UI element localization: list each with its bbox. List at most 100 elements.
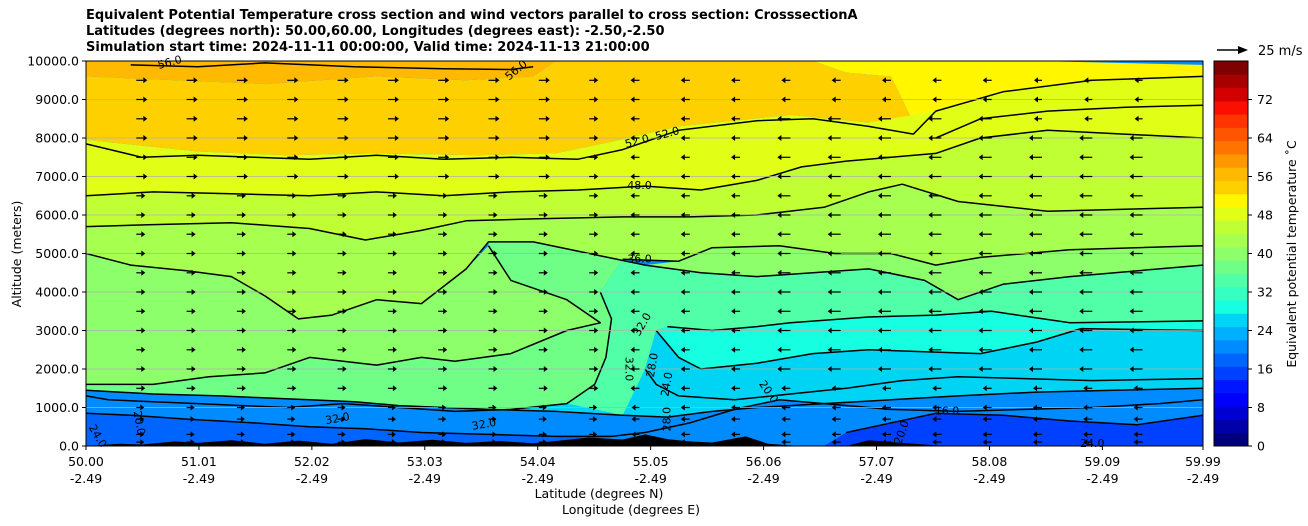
wind-vector-head bbox=[1129, 366, 1134, 372]
wind-vector-head bbox=[731, 173, 736, 180]
colorbar: 0 8 16 24 32 40 48 56 64 72 bbox=[1213, 60, 1273, 454]
wind-vector-head bbox=[543, 385, 548, 392]
wind-vector-head bbox=[1134, 96, 1139, 103]
wind-vector-head bbox=[394, 115, 399, 122]
wind-vector-head bbox=[594, 366, 599, 372]
title-line-1: Equivalent Potential Temperature cross s… bbox=[86, 8, 858, 23]
quiver-key-arrowhead bbox=[1238, 46, 1248, 54]
wind-vector-head bbox=[342, 192, 347, 199]
wind-vector-head bbox=[294, 96, 299, 103]
wind-vector-head bbox=[394, 77, 399, 84]
wind-vector-head bbox=[545, 77, 550, 84]
y-tick-label-5: 5000.0 bbox=[35, 246, 79, 261]
x-tick-label-lon-6: -2.49 bbox=[747, 471, 779, 486]
wind-vector-head bbox=[827, 135, 832, 141]
colorbar-segment-8 bbox=[1214, 326, 1248, 341]
wind-vector-head bbox=[240, 431, 245, 438]
wind-vector-head bbox=[630, 308, 635, 315]
contour-line-32 bbox=[667, 310, 1203, 332]
wind-vector-head bbox=[831, 385, 836, 392]
wind-vector-head bbox=[1029, 173, 1033, 180]
x-tick-label-lat-4: 54.04 bbox=[520, 454, 556, 469]
fill-region-7 bbox=[86, 245, 601, 385]
wind-vector-head bbox=[978, 269, 983, 276]
wind-vector-head bbox=[493, 231, 498, 238]
wind-vector-head bbox=[1129, 289, 1134, 295]
wind-vector-head bbox=[781, 96, 786, 103]
wind-vector-head bbox=[928, 192, 933, 199]
colorbar-segment-6 bbox=[1214, 353, 1248, 367]
wind-vector-head bbox=[193, 154, 198, 161]
wind-vector-head bbox=[831, 439, 836, 446]
contour-line-34 bbox=[86, 241, 1203, 320]
colorbar-tick-label-1: 8 bbox=[1257, 400, 1265, 415]
wind-vector-head bbox=[292, 289, 297, 295]
wind-vector-head bbox=[594, 154, 599, 161]
wind-vector-head bbox=[1033, 385, 1037, 392]
wind-vector-head bbox=[392, 366, 397, 372]
wind-vector-head bbox=[680, 192, 685, 199]
wind-vector-head bbox=[241, 289, 246, 295]
wind-vector-head bbox=[777, 327, 782, 334]
colorbar-segment-17 bbox=[1214, 207, 1248, 221]
x-tick-label-lat-1: 51.01 bbox=[181, 454, 217, 469]
wind-vector-head bbox=[878, 250, 882, 257]
wind-vector-head bbox=[442, 431, 447, 438]
x-tick-label-lon-4: -2.49 bbox=[522, 471, 554, 486]
wind-vector-head bbox=[294, 173, 299, 180]
wind-vector-head bbox=[777, 115, 782, 122]
wind-vector-head bbox=[593, 439, 598, 446]
wind-vector-head bbox=[1083, 404, 1088, 411]
wind-vector-head bbox=[594, 385, 599, 392]
wind-vector-head bbox=[594, 96, 599, 103]
wind-vector-head bbox=[831, 404, 836, 411]
colorbar-segment-1 bbox=[1214, 419, 1248, 434]
fill-region-15 bbox=[824, 413, 1203, 446]
wind-vector-head bbox=[291, 404, 296, 411]
wind-vector-head bbox=[928, 231, 933, 238]
wind-vector-head bbox=[143, 154, 148, 161]
colorbar-segment-26 bbox=[1214, 87, 1248, 102]
wind-vector-head bbox=[1034, 77, 1038, 84]
wind-vector-head bbox=[781, 404, 786, 411]
wind-vector-head bbox=[978, 212, 983, 218]
wind-vector-head bbox=[928, 289, 933, 295]
wind-vector-head bbox=[191, 212, 196, 218]
wind-vector-head bbox=[1029, 135, 1033, 141]
wind-vector-head bbox=[193, 173, 198, 180]
wind-vector-head bbox=[342, 231, 347, 238]
fill-region-3 bbox=[86, 76, 1203, 196]
wind-vector-head bbox=[978, 289, 983, 295]
wind-vector-head bbox=[1129, 327, 1134, 334]
wind-vector-head bbox=[827, 231, 832, 238]
wind-vector-head bbox=[394, 135, 399, 141]
wind-vector-head bbox=[545, 115, 550, 122]
contour-label-2: 52.0 bbox=[624, 132, 651, 151]
wind-vector-head bbox=[140, 404, 145, 411]
wind-vector-head bbox=[291, 431, 296, 438]
contour-label-4: 48.0 bbox=[627, 179, 652, 192]
contour-label-14: 32.0 bbox=[471, 416, 497, 433]
wind-vector-head bbox=[978, 154, 983, 161]
wind-vector-head bbox=[542, 439, 547, 446]
wind-vector-head bbox=[932, 96, 937, 103]
wind-vector-head bbox=[445, 173, 450, 180]
wind-vector-head bbox=[1083, 439, 1088, 446]
wind-vector-head bbox=[630, 231, 635, 238]
wind-vector-head bbox=[594, 173, 599, 180]
wind-vector-head bbox=[731, 431, 736, 438]
wind-vector-head bbox=[777, 212, 782, 218]
y-tick-label-6: 6000.0 bbox=[35, 208, 79, 223]
wind-vector-head bbox=[594, 346, 599, 353]
wind-vector-head bbox=[777, 269, 782, 276]
colorbar-segment-0 bbox=[1214, 432, 1248, 447]
wind-vector-head bbox=[594, 289, 599, 295]
wind-vector-head bbox=[680, 431, 685, 438]
wind-vector-head bbox=[777, 366, 782, 372]
wind-vector-head bbox=[141, 385, 146, 392]
wind-vector-head bbox=[680, 308, 685, 315]
wind-vector-head bbox=[492, 431, 497, 438]
wind-vector-head bbox=[445, 115, 450, 122]
wind-vector-head bbox=[631, 439, 636, 446]
wind-vector-head bbox=[631, 404, 636, 411]
